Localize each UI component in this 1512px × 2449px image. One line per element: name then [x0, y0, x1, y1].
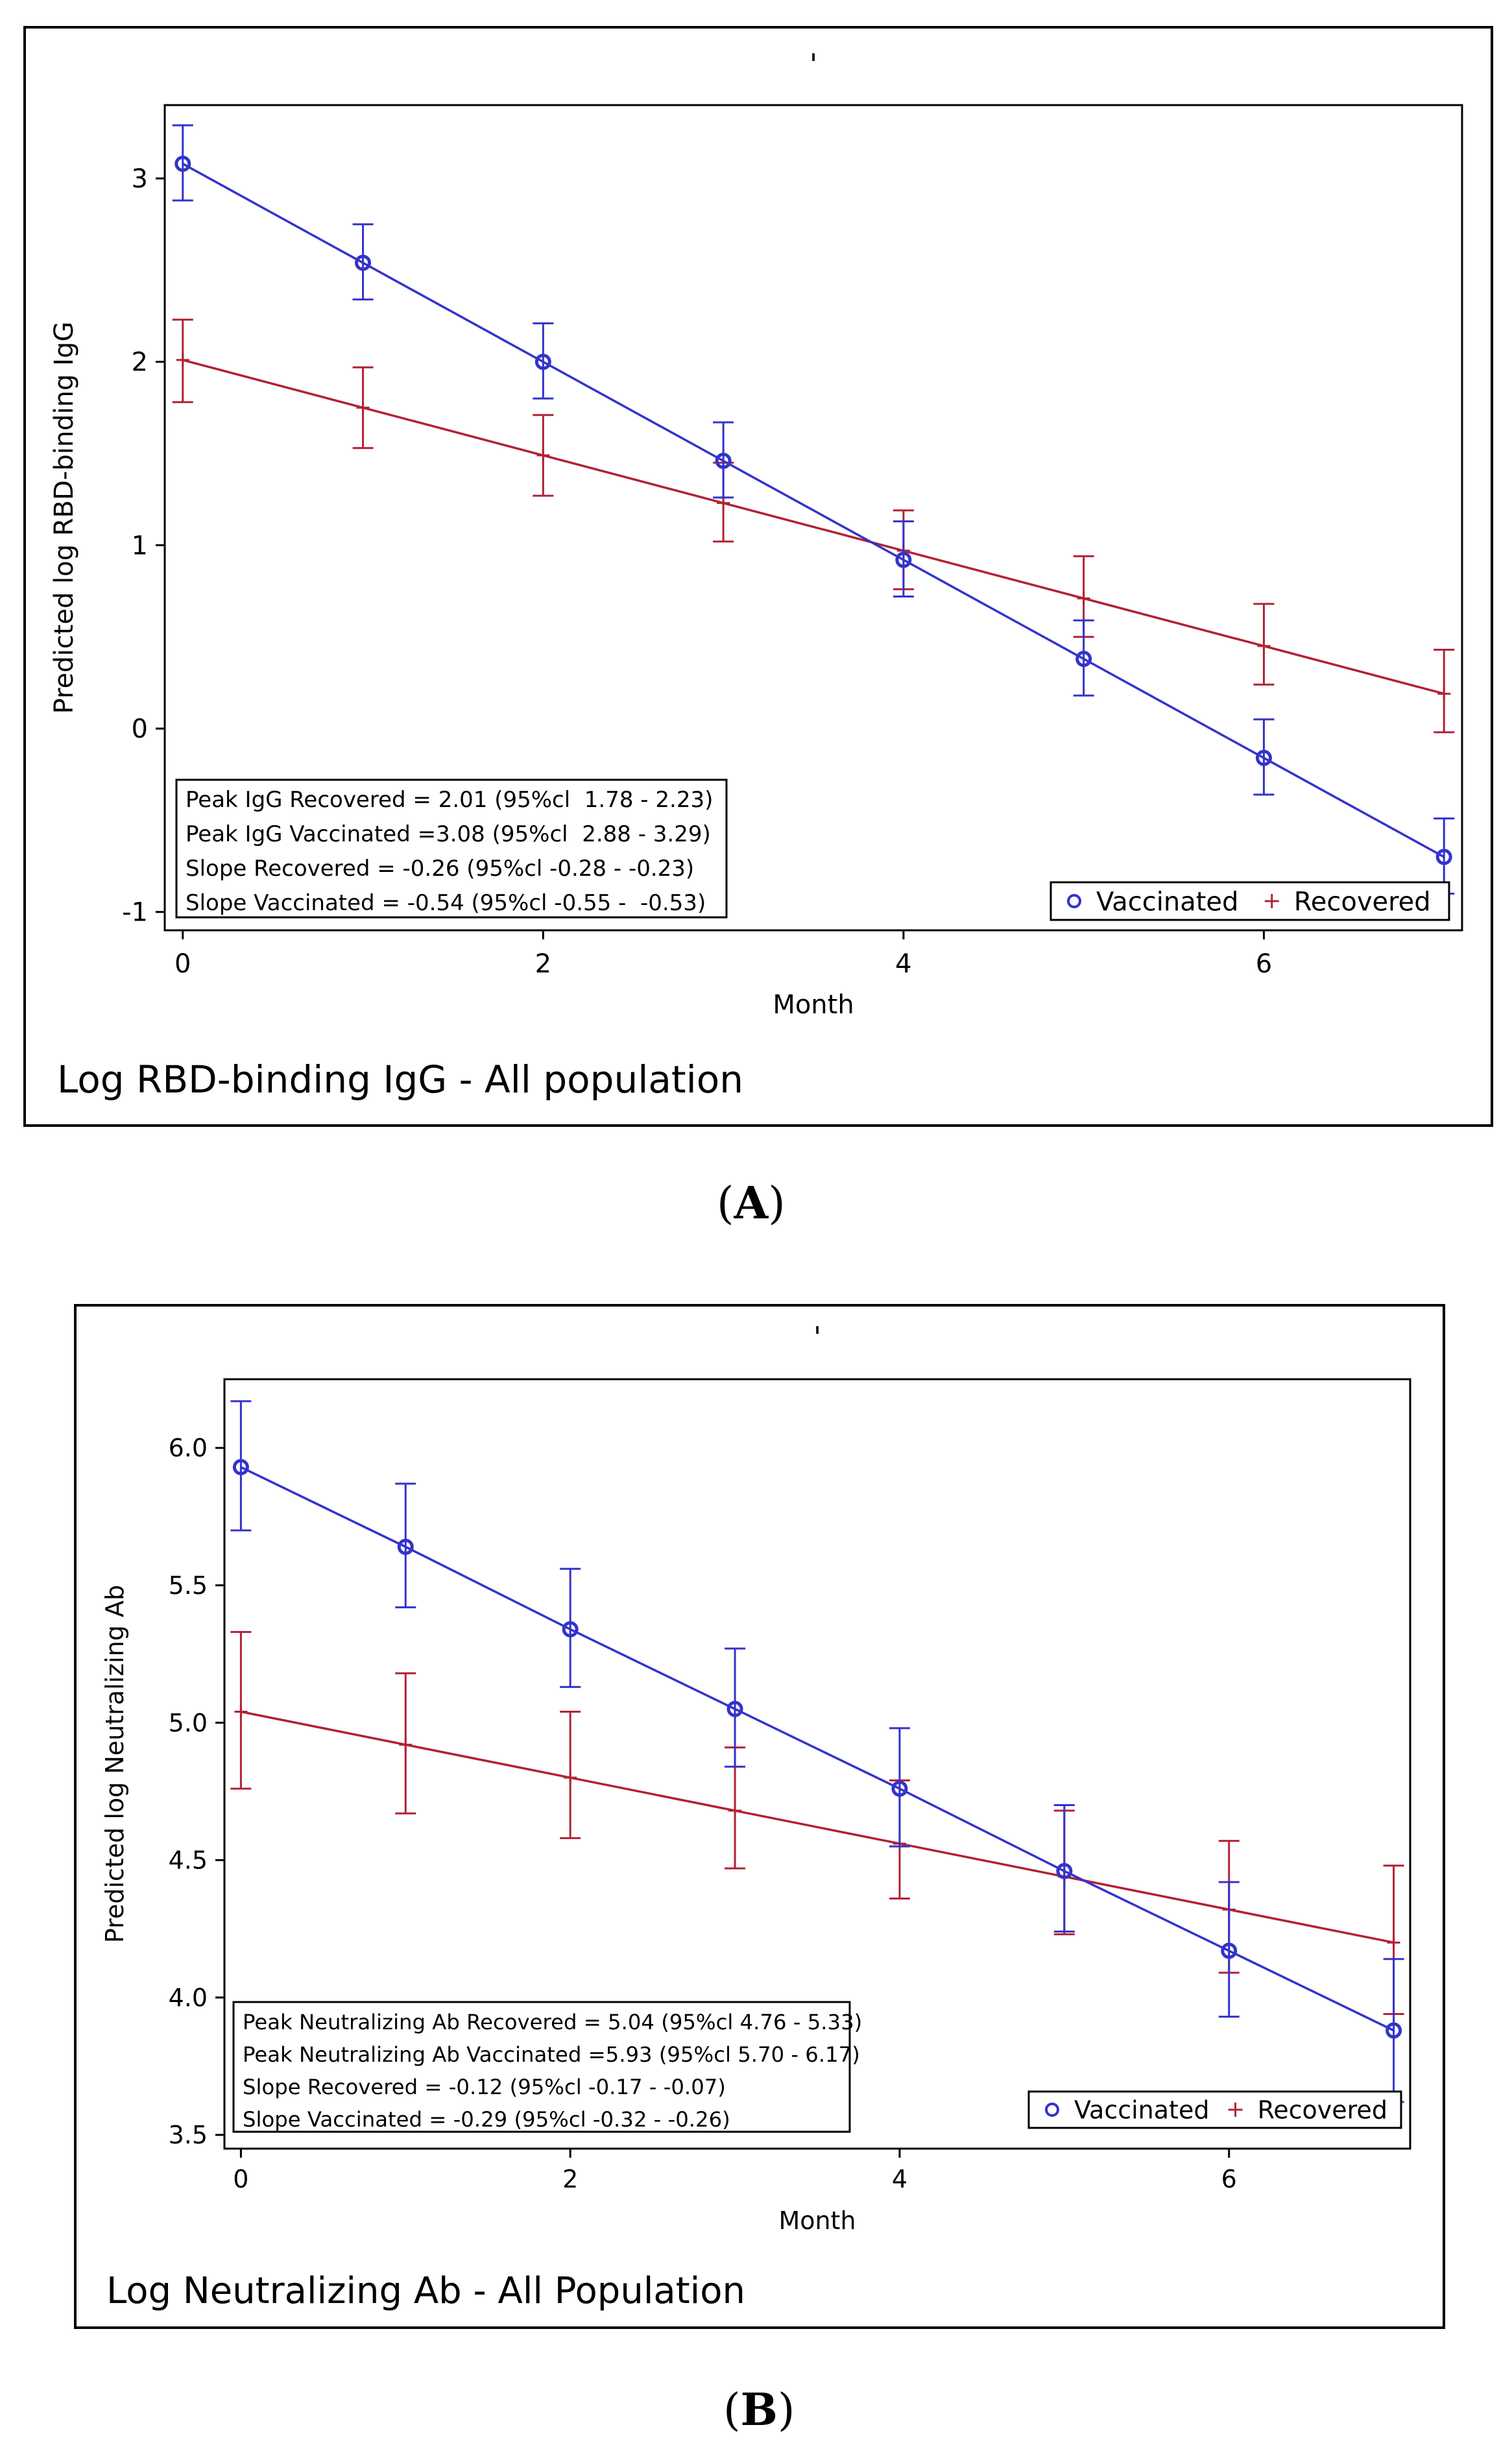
stats-line: Peak Neutralizing Ab Recovered = 5.04 (9… [243, 2010, 862, 2034]
top-mark: ' [810, 48, 817, 81]
footer-title: Log Neutralizing Ab - All Population [106, 2270, 745, 2312]
legend-recovered-label: Recovered [1258, 2096, 1387, 2125]
vaccinated-point [562, 1621, 579, 1637]
legend-vaccinated-marker [1045, 2103, 1059, 2117]
recovered-point [717, 496, 730, 510]
vaccinated-point [715, 452, 732, 469]
y-tick-label: 4.0 [169, 1983, 208, 2012]
stats-line: Slope Recovered = -0.12 (95%cl -0.17 - -… [243, 2075, 726, 2099]
recovered-fit-line [241, 1710, 1394, 1944]
recovered-point [1387, 1936, 1400, 1949]
recovered-point [1437, 687, 1451, 701]
legend-recovered-marker [1228, 2103, 1243, 2117]
plot-frame [223, 1378, 1411, 2150]
x-tick-label: 2 [562, 2165, 578, 2193]
vaccinated-point [726, 1700, 743, 1717]
vaccinated-point [397, 1538, 414, 1555]
recovered-point [176, 353, 189, 367]
recovered-point [234, 1705, 248, 1719]
y-tick-label: 3 [132, 164, 148, 194]
stats-box [175, 778, 728, 919]
vaccinated-point [534, 354, 551, 370]
y-tick-label: 4.5 [169, 1846, 208, 1875]
y-tick-label: 3.5 [169, 2121, 208, 2149]
x-tick-label: 0 [174, 949, 191, 979]
vaccinated-point [1221, 1942, 1238, 1959]
panel-label-b: (B) [723, 2384, 795, 2436]
stats-line: Peak IgG Vaccinated =3.08 (95%cl 2.88 - … [186, 821, 711, 847]
vaccinated-point [1056, 1863, 1073, 1879]
vaccinated-point [1435, 849, 1452, 865]
legend-box [1027, 2090, 1402, 2129]
vaccinated-point [1075, 651, 1092, 668]
y-tick-label: 1 [132, 531, 148, 561]
recovered-point [356, 401, 370, 415]
y-tick-label: 0 [132, 714, 148, 744]
stats-line: Peak IgG Recovered = 2.01 (95%cl 1.78 - … [186, 787, 713, 813]
series-vaccinated [172, 124, 1455, 895]
stats-line: Slope Vaccinated = -0.54 (95%cl -0.55 - … [186, 890, 706, 916]
vaccinated-point [895, 551, 912, 568]
vaccinated-point [891, 1780, 908, 1797]
x-tick-label: 4 [892, 2165, 907, 2193]
chart-panel-a: ' -1 0 1 2 3 0 2 4 6 Month Predicted log RBD-bindin… [23, 26, 1493, 1127]
footer-title: Log RBD-binding IgG - All population [57, 1057, 743, 1102]
panel-label-a: (A) [717, 1177, 786, 1229]
recovered-point [1257, 639, 1271, 653]
top-mark: ' [813, 1321, 821, 1354]
recovered-point [564, 1771, 577, 1785]
x-tick-label: 0 [233, 2165, 248, 2193]
vaccinated-point [355, 254, 372, 271]
vaccinated-fit-line [240, 1466, 1395, 2032]
stats-box [232, 2001, 851, 2133]
y-tick-label: 2 [132, 348, 148, 378]
y-tick-label: -1 [122, 898, 148, 928]
vaccinated-point [174, 155, 191, 172]
series-recovered [172, 319, 1455, 734]
legend-vaccinated-marker [1067, 894, 1081, 908]
chart-a: ' -1 0 1 2 3 0 2 4 6 Month Predicted log RBD-bindin… [49, 48, 1463, 1102]
chart-panel-b: ' 3.5 4.0 4.5 5.0 5.5 6.0 0 2 4 6 Month Predicted lo… [74, 1304, 1445, 2329]
chart-b: ' 3.5 4.0 4.5 5.0 5.5 6.0 0 2 4 6 Month Predicted lo… [101, 1321, 1411, 2312]
series-vaccinated [230, 1400, 1404, 2103]
x-tick-label: 6 [1221, 2165, 1237, 2193]
legend-vaccinated-label: Vaccinated [1096, 887, 1238, 917]
vaccinated-point [1386, 2022, 1402, 2039]
recovered-point [536, 448, 550, 462]
recovered-point [399, 1738, 413, 1752]
y-tick-label: 6.0 [169, 1434, 208, 1462]
y-tick-label: 5.5 [169, 1571, 208, 1600]
y-axis-label: Predicted log RBD-binding IgG [49, 322, 79, 714]
x-axis-label: Month [778, 2206, 856, 2235]
vaccinated-fit-line [182, 162, 1445, 858]
y-tick-label: 5.0 [169, 1709, 208, 1737]
recovered-point [1077, 592, 1090, 605]
x-tick-label: 4 [895, 949, 911, 979]
recovered-fit-line [182, 359, 1445, 695]
recovered-point [728, 1804, 742, 1818]
y-axis-label: Predicted log Neutralizing Ab [101, 1585, 129, 1943]
vaccinated-point [232, 1459, 249, 1476]
plot-frame [163, 104, 1463, 932]
stats-line: Peak Neutralizing Ab Vaccinated =5.93 (9… [243, 2042, 860, 2067]
x-tick-label: 6 [1256, 949, 1272, 979]
legend-recovered-label: Recovered [1294, 887, 1431, 917]
stats-line: Slope Vaccinated = -0.29 (95%cl -0.32 - … [243, 2107, 730, 2132]
x-tick-label: 2 [535, 949, 551, 979]
legend-recovered-marker [1264, 894, 1279, 908]
vaccinated-point [1255, 749, 1272, 766]
legend-vaccinated-label: Vaccinated [1074, 2096, 1209, 2125]
stats-line: Slope Recovered = -0.26 (95%cl -0.28 - -… [186, 856, 694, 882]
legend-box [1050, 881, 1450, 921]
x-axis-label: Month [773, 990, 854, 1020]
